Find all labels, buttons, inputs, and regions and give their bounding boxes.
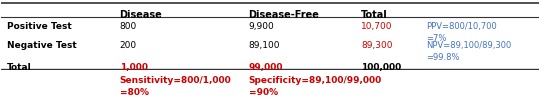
Text: 89,100: 89,100	[248, 41, 280, 50]
Text: Specificity=89,100/99,000: Specificity=89,100/99,000	[248, 76, 382, 85]
Text: NPV=89,100/89,300
=99.8%: NPV=89,100/89,300 =99.8%	[426, 41, 511, 62]
Text: 100,000: 100,000	[361, 64, 402, 73]
Text: =80%: =80%	[119, 88, 148, 97]
Text: Negative Test: Negative Test	[7, 41, 77, 50]
Text: 200: 200	[119, 41, 137, 50]
Text: 9,900: 9,900	[248, 22, 274, 31]
Text: Sensitivity=800/1,000: Sensitivity=800/1,000	[119, 76, 231, 85]
Text: Disease: Disease	[119, 10, 163, 20]
Text: 1,000: 1,000	[119, 64, 147, 73]
Text: Total: Total	[7, 64, 31, 73]
Text: PPV=800/10,700
=7%: PPV=800/10,700 =7%	[426, 22, 497, 43]
Text: 10,700: 10,700	[361, 22, 393, 31]
Text: Total: Total	[361, 10, 388, 20]
Text: =90%: =90%	[248, 88, 278, 97]
Text: 800: 800	[119, 22, 137, 31]
Text: Positive Test: Positive Test	[7, 22, 71, 31]
Text: 99,000: 99,000	[248, 64, 283, 73]
Text: 89,300: 89,300	[361, 41, 393, 50]
Text: Disease-Free: Disease-Free	[248, 10, 319, 20]
